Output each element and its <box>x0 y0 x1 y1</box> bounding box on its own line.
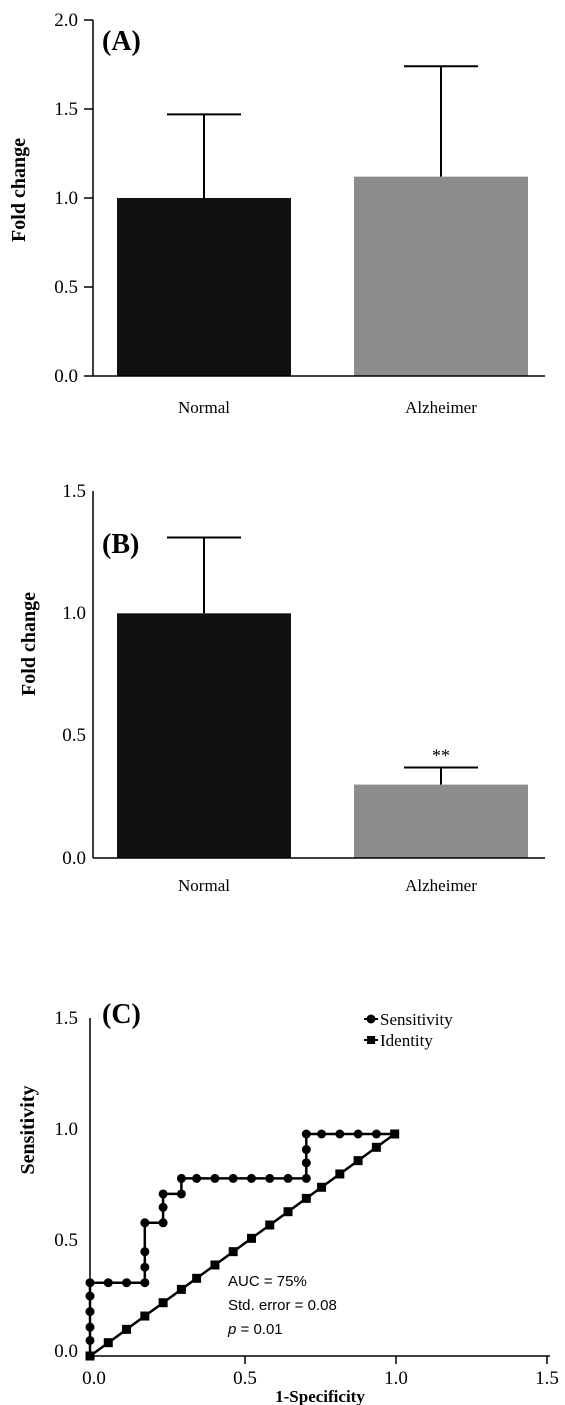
panel-c-x-tick: 1.5 <box>535 1368 559 1389</box>
data-point-identity <box>317 1182 327 1192</box>
data-point-identity <box>140 1311 150 1321</box>
p-symbol: p <box>227 1321 236 1338</box>
panel-c-x-tick: 0.5 <box>233 1368 257 1389</box>
data-point-identity <box>283 1207 293 1217</box>
data-point-identity <box>122 1324 132 1334</box>
bar <box>117 613 291 858</box>
panel-c-x-tick: 0.0 <box>82 1368 106 1389</box>
data-point-sensitivity <box>301 1145 311 1155</box>
legend-item-sensitivity: Sensitivity <box>364 1010 453 1029</box>
data-point-sensitivity <box>158 1218 168 1228</box>
panel-a-y-tick: 0.0 <box>54 366 78 387</box>
panel-c-x-ticks: 0.0 0.5 1.0 1.5 <box>82 1368 559 1389</box>
panel-b-y-tick: 0.0 <box>62 848 86 869</box>
data-point-identity <box>335 1169 345 1179</box>
data-point-identity <box>103 1338 113 1348</box>
data-point-identity <box>228 1247 238 1257</box>
data-point-identity <box>192 1273 202 1283</box>
data-point-sensitivity <box>228 1173 238 1183</box>
panel-b-category-label: Alzheimer <box>405 876 477 895</box>
panel-a-category-label: Normal <box>178 398 230 417</box>
data-point-sensitivity <box>371 1129 381 1139</box>
data-point-sensitivity <box>210 1173 220 1183</box>
p-value-text: = 0.01 <box>236 1321 282 1338</box>
data-point-sensitivity <box>140 1262 150 1272</box>
panel-c-stats: AUC = 75% Std. error = 0.08 p = 0.01 <box>227 1273 337 1338</box>
panel-b-bars: ** <box>117 536 528 858</box>
data-point-sensitivity <box>176 1173 186 1183</box>
panel-c-x-axis-label: 1-Specificity <box>275 1387 365 1405</box>
panel-c-x-tick: 1.0 <box>384 1368 408 1389</box>
panel-a: Fold change (A) 0.0 0.5 1.0 1.5 2.0 Norm… <box>8 10 545 417</box>
panel-a-y-tick: 0.5 <box>54 277 78 298</box>
panel-b: Fold change (B) 0.0 0.5 1.0 1.5 ** Norma… <box>18 481 545 895</box>
panel-a-bars <box>117 65 528 376</box>
panel-b-y-tick: 1.0 <box>62 603 86 624</box>
data-point-identity <box>371 1142 381 1152</box>
panel-c-label: (C) <box>102 999 141 1030</box>
data-point-sensitivity <box>158 1202 168 1212</box>
data-point-sensitivity <box>103 1278 113 1288</box>
panel-c-y-tick: 1.0 <box>54 1119 78 1140</box>
std-error-annotation: Std. error = 0.08 <box>228 1297 337 1314</box>
panel-b-category-label: Normal <box>178 876 230 895</box>
significance-label: ** <box>432 745 450 765</box>
panel-c-y-tick: 0.0 <box>54 1341 78 1362</box>
data-point-identity <box>265 1220 275 1230</box>
data-point-identity <box>158 1298 168 1308</box>
data-point-sensitivity <box>283 1173 293 1183</box>
panel-a-category-label: Alzheimer <box>405 398 477 417</box>
bar <box>117 198 291 376</box>
data-point-identity <box>210 1260 220 1270</box>
p-value-annotation: p = 0.01 <box>227 1321 283 1338</box>
bar <box>354 784 528 858</box>
panel-a-y-tick: 1.0 <box>54 188 78 209</box>
data-point-sensitivity <box>140 1247 150 1257</box>
panel-b-y-tick: 1.5 <box>62 481 86 502</box>
panel-b-y-ticks: 0.0 0.5 1.0 1.5 <box>62 481 86 869</box>
data-point-sensitivity <box>246 1173 256 1183</box>
data-point-sensitivity <box>158 1189 168 1199</box>
panel-a-y-tick: 2.0 <box>54 10 78 31</box>
data-point-identity <box>390 1129 400 1139</box>
panel-c-legend: Sensitivity Identity <box>364 1010 453 1050</box>
panel-a-label: (A) <box>102 26 141 57</box>
data-point-sensitivity <box>140 1278 150 1288</box>
data-point-sensitivity <box>192 1173 202 1183</box>
panel-a-y-axis-label: Fold change <box>8 138 30 242</box>
data-point-sensitivity <box>122 1278 132 1288</box>
auc-annotation: AUC = 75% <box>228 1273 307 1290</box>
data-point-sensitivity <box>335 1129 345 1139</box>
panel-c-y-axis-label: Sensitivity <box>17 1086 39 1175</box>
panel-b-label: (B) <box>102 529 139 560</box>
data-point-sensitivity <box>317 1129 327 1139</box>
data-point-sensitivity <box>301 1129 311 1139</box>
data-point-identity <box>246 1233 256 1243</box>
data-point-sensitivity <box>140 1218 150 1228</box>
panel-c: Sensitivity (C) 0.0 0.5 1.0 1.5 0.0 0.5 … <box>17 999 559 1405</box>
legend-label: Sensitivity <box>380 1010 453 1029</box>
data-point-sensitivity <box>353 1129 363 1139</box>
panel-c-y-ticks: 0.0 0.5 1.0 1.5 <box>54 1008 78 1362</box>
legend-item-identity: Identity <box>364 1031 433 1050</box>
data-point-identity <box>353 1156 363 1166</box>
panel-c-y-tick: 1.5 <box>54 1008 78 1029</box>
panel-b-y-axis-label: Fold change <box>18 592 40 696</box>
legend-label: Identity <box>380 1031 433 1050</box>
data-point-sensitivity <box>176 1189 186 1199</box>
panel-c-y-tick: 0.5 <box>54 1230 78 1251</box>
data-point-identity <box>301 1193 311 1203</box>
panel-a-y-ticks: 0.0 0.5 1.0 1.5 2.0 <box>54 10 78 387</box>
data-point-identity <box>176 1284 186 1294</box>
data-point-sensitivity <box>265 1173 275 1183</box>
data-point-sensitivity <box>301 1173 311 1183</box>
panel-a-y-tick: 1.5 <box>54 99 78 120</box>
data-point-sensitivity <box>301 1158 311 1168</box>
bar <box>354 176 528 376</box>
panel-b-y-tick: 0.5 <box>62 725 86 746</box>
